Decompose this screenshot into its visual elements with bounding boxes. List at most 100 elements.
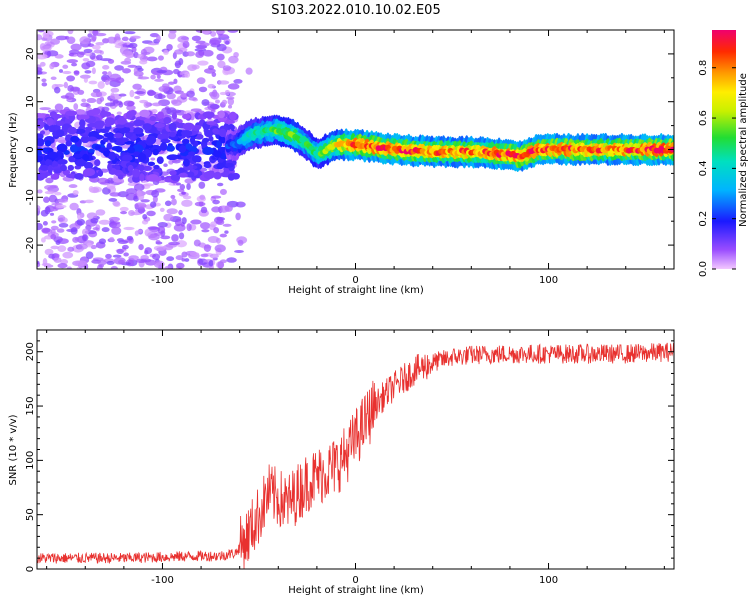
y-tick-label: 10 [25,95,36,108]
noise-mark [166,256,175,262]
noise-mark [202,111,215,119]
noise-mark [133,67,138,75]
noise-mark [181,217,187,225]
noise-mark [65,110,78,117]
noise-mark [41,78,47,83]
noise-mark [152,253,161,260]
noise-mark [200,206,208,214]
noise-mark [102,65,110,70]
noise-mark [156,156,164,165]
noise-mark [169,170,177,176]
noise-mark [112,254,122,258]
colorbar-tick-label: 0.6 [698,110,709,126]
noise-mark [105,79,110,86]
snr-ticks: -100 0 100 0 50 100 150 200 [25,329,674,586]
noise-mark [163,116,172,124]
noise-mark [137,76,150,80]
snr-frame [36,329,675,570]
noise-mark [150,201,157,208]
noise-mark [134,91,146,95]
noise-mark [216,162,224,170]
noise-mark [56,143,68,153]
noise-mark [91,107,101,115]
noise-mark [96,97,103,105]
noise-mark [227,104,233,109]
noise-mark [224,89,230,96]
noise-mark [37,120,45,129]
noise-mark [37,112,44,118]
noise-mark [194,125,202,130]
noise-mark [198,86,208,93]
noise-mark [170,174,181,181]
noise-mark [55,239,61,245]
noise-mark [209,253,219,259]
noise-mark [118,93,127,97]
noise-mark [218,110,225,119]
noise-mark [115,124,126,129]
noise-mark [48,194,58,203]
noise-mark [67,164,75,171]
noise-mark [160,235,171,240]
noise-mark [133,127,144,135]
snr-series-line [37,342,674,569]
noise-mark [66,75,76,82]
noise-mark [72,236,80,243]
noise-mark [41,227,51,233]
noise-mark [156,70,167,74]
noise-mark [82,234,89,241]
noise-mark [196,77,206,85]
y-tick-label: -10 [25,189,36,205]
noise-mark [113,132,124,139]
noise-mark [179,145,187,153]
noise-mark [168,81,175,85]
noise-mark [144,250,149,255]
noise-mark [127,146,136,154]
noise-mark [37,133,44,140]
noise-mark [189,136,196,145]
noise-mark [110,265,118,269]
noise-mark [90,244,97,250]
noise-mark [215,237,221,244]
y-tick-label: 50 [25,508,36,521]
noise-mark [86,242,92,248]
noise-mark [203,163,212,169]
noise-mark [97,169,104,177]
noise-mark [55,35,68,41]
noise-mark [235,212,241,221]
noise-mark [57,245,67,252]
noise-mark [54,103,64,111]
noise-mark [157,55,164,61]
noise-mark [106,183,116,190]
noise-mark [145,138,154,146]
noise-mark [48,151,59,159]
noise-mark [84,70,92,74]
noise-mark [87,148,95,153]
noise-mark [211,206,221,213]
noise-mark [91,34,97,42]
noise-mark [39,165,51,171]
noise-mark [39,61,46,67]
noise-mark [216,140,222,149]
noise-mark [67,246,75,252]
noise-mark [225,162,234,168]
noise-mark [218,128,227,138]
colorbar: 0.0 0.2 0.4 0.6 0.8 Normalized spectral ampl… [698,30,749,277]
noise-mark [130,35,141,40]
noise-mark [126,188,138,194]
noise-mark [42,147,49,153]
noise-mark [145,259,157,266]
noise-mark [157,111,165,119]
noise-mark [50,228,56,235]
noise-mark [227,173,235,181]
noise-mark [37,30,45,33]
noise-mark [217,80,230,85]
noise-mark [70,43,82,51]
noise-mark [138,243,144,251]
noise-mark [76,243,88,250]
noise-mark [117,174,124,180]
snr-marks [37,342,674,569]
noise-mark [137,229,143,233]
x-tick-label: -100 [151,275,174,286]
x-tick-label: 100 [539,275,558,286]
noise-mark [139,109,151,118]
